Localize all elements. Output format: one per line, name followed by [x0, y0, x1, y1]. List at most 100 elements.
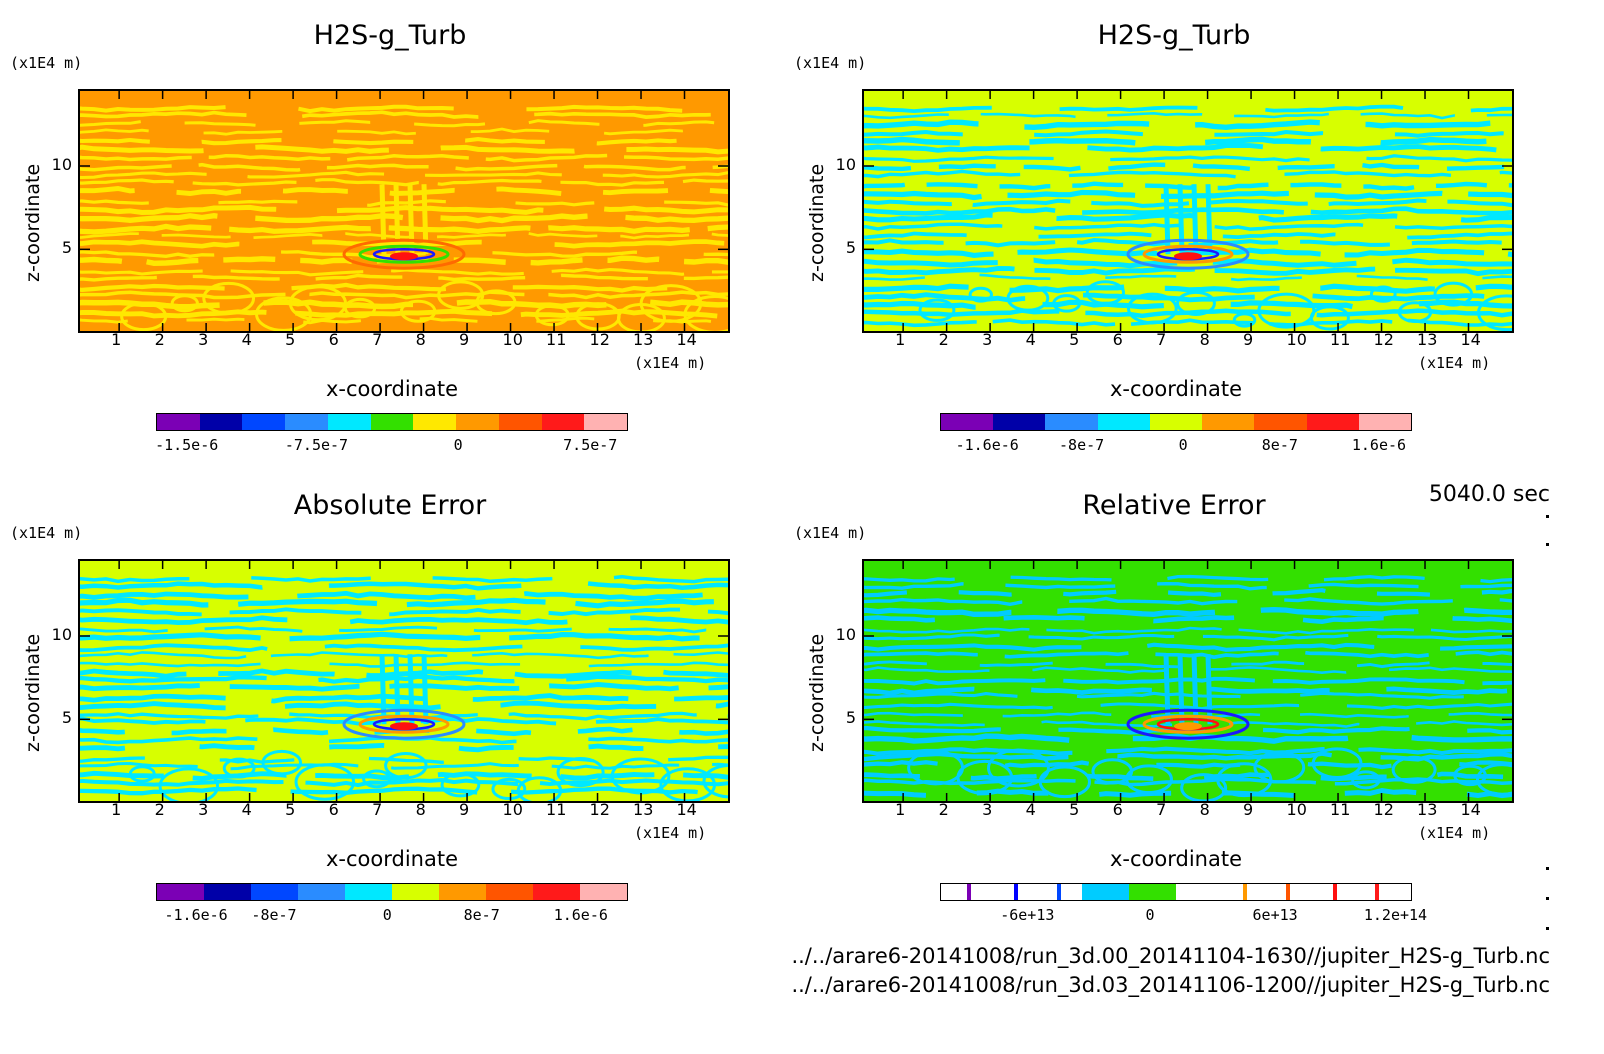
colorbar-segment — [1129, 884, 1176, 900]
contour-arc — [516, 776, 563, 801]
contour-band — [864, 746, 1512, 756]
file-path-1: ../../arare6-20141008/run_3d.00_20141104… — [791, 944, 1550, 968]
heatmap-svg — [80, 561, 728, 801]
panel-bottom-left: Absolute Error (x1E4 m) z-coordinate 1 2 3 4 5 6… — [0, 470, 780, 940]
colorbar-segment — [242, 414, 286, 430]
contour-arc — [683, 295, 728, 331]
contour-band — [80, 144, 728, 155]
contour-arc — [968, 286, 993, 303]
contour-arc — [158, 767, 220, 801]
x-tick-label: 14 — [1460, 800, 1481, 819]
colorbar-stripe — [1243, 884, 1248, 900]
y-unit-label: (x1E4 m) — [794, 524, 867, 542]
dot-marker — [1546, 515, 1549, 518]
contour-band — [80, 110, 728, 119]
plume-column — [421, 654, 429, 725]
contour-arc — [261, 749, 303, 776]
x-unit-label: (x1E4 m) — [634, 354, 707, 372]
x-tick-label: 8 — [1199, 800, 1210, 819]
contour-band — [864, 111, 1512, 120]
x-tick-label: 2 — [938, 800, 949, 819]
x-tick-label: 11 — [546, 800, 567, 819]
contour-band — [80, 682, 728, 692]
colorbar-segment — [1254, 414, 1307, 430]
plume-column — [1177, 654, 1185, 725]
contour-band — [80, 651, 728, 660]
colorbar-segment — [199, 414, 243, 430]
colorbar-segment — [298, 884, 345, 900]
colorbar-label: 1.6e-6 — [553, 906, 608, 924]
contour-band — [864, 720, 1512, 728]
contour-arc — [120, 301, 168, 331]
contour-band — [864, 581, 1512, 591]
x-tick-label: 10 — [1286, 330, 1307, 349]
contour-band — [80, 212, 728, 224]
colorbar-label: -1.6e-6 — [955, 436, 1019, 454]
x-tick-label: 3 — [982, 800, 993, 819]
contour-band — [80, 198, 728, 207]
x-axis-label: x-coordinate — [325, 847, 458, 871]
contour-band — [80, 661, 728, 668]
plume-ring — [1126, 238, 1250, 270]
colorbar-segment — [157, 884, 204, 900]
contour-band — [80, 693, 728, 704]
x-tick-label: 9 — [459, 800, 470, 819]
contour-arc — [918, 298, 956, 322]
y-axis-label: z-coordinate — [22, 633, 44, 752]
plume-core — [1174, 722, 1202, 731]
x-tick-label: 6 — [328, 330, 339, 349]
contour-band — [864, 691, 1512, 700]
x-tick-label: 1 — [895, 800, 906, 819]
contour-arc — [362, 769, 392, 789]
contour-arc — [343, 297, 377, 319]
heatmap-plot — [78, 559, 730, 803]
contour-band — [80, 170, 728, 180]
colorbar-segment — [1149, 414, 1203, 430]
contour-arc — [610, 757, 671, 795]
contour-arc — [475, 289, 517, 316]
contour-arc — [288, 285, 347, 322]
contour-band — [80, 581, 728, 591]
colorbar-segment — [285, 414, 328, 430]
x-tick-label: 13 — [633, 800, 654, 819]
x-tick-label: 5 — [285, 330, 296, 349]
contour-band — [80, 153, 728, 163]
plume-column — [379, 654, 387, 725]
contour-band — [864, 212, 1512, 223]
x-tick-label: 4 — [241, 800, 252, 819]
plume-column — [407, 184, 415, 255]
heatmap-svg — [864, 561, 1512, 801]
contour-band — [80, 267, 728, 277]
x-tick-label: 12 — [1373, 800, 1394, 819]
panel-top-right: H2S-g_Turb (x1E4 m) z-coordinate 1 2 3 4 5 6 7 8 9 1… — [784, 0, 1564, 470]
chart-title: Relative Error — [1082, 490, 1266, 521]
x-tick-label: 7 — [1156, 330, 1167, 349]
x-unit-label: (x1E4 m) — [1418, 354, 1491, 372]
contour-band — [864, 626, 1512, 635]
colorbar-stripe — [1014, 884, 1019, 900]
contour-arc — [1006, 284, 1050, 312]
x-tick-label: 12 — [1373, 330, 1394, 349]
contour-band — [864, 222, 1512, 231]
x-tick-label: 8 — [415, 800, 426, 819]
dot-marker — [1546, 543, 1549, 546]
file-path-2: ../../arare6-20141008/run_3d.03_20141106… — [791, 973, 1550, 997]
contour-arc — [1125, 764, 1173, 795]
contour-arc — [1475, 763, 1512, 796]
contour-band — [80, 223, 728, 235]
plume-column — [1163, 654, 1171, 725]
colorbar-segment — [941, 414, 994, 430]
colorbar-segment — [580, 884, 627, 900]
colorbar-label: 0 — [453, 436, 463, 454]
contour-arc — [1311, 747, 1363, 780]
colorbar-segment — [1270, 884, 1317, 900]
plume-ring — [358, 714, 450, 734]
y-axis-label: z-coordinate — [806, 163, 828, 282]
colorbar — [940, 883, 1412, 901]
plume-column — [1177, 184, 1185, 255]
contour-band — [864, 787, 1512, 799]
x-unit-label: (x1E4 m) — [634, 824, 707, 842]
plume-column — [421, 184, 429, 255]
plume-column — [379, 184, 387, 255]
contour-band — [864, 292, 1512, 303]
